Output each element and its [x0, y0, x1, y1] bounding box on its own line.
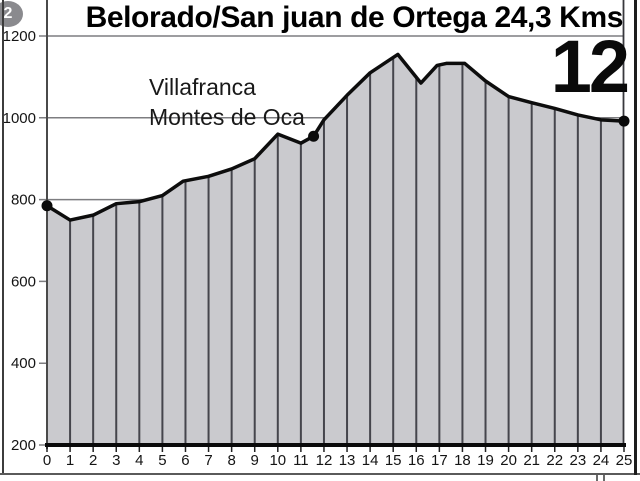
x-tick-label-1: 1 [66, 452, 74, 469]
x-tick-label-10: 10 [269, 452, 286, 469]
marker-dot-1 [308, 130, 320, 142]
x-tick-label-5: 5 [158, 452, 166, 469]
x-tick-label-4: 4 [135, 452, 143, 469]
x-tick-label-3: 3 [112, 452, 120, 469]
x-tick-label-17: 17 [431, 452, 448, 469]
marker-dot-0 [41, 200, 53, 212]
page-number-badge-label: 2 [3, 5, 13, 22]
stage-number: 12 [550, 25, 630, 108]
page-number-badge: 2 [0, 1, 23, 27]
annotation-villafranca: Villafranca Montes de Oca [149, 72, 305, 132]
annotation-line-2: Montes de Oca [149, 104, 305, 130]
x-tick-label-24: 24 [593, 452, 610, 469]
crop-mark-left [596, 475, 598, 481]
x-tick-label-2: 2 [89, 452, 97, 469]
annotation-line-1: Villafranca [149, 74, 256, 100]
crop-mark-right [603, 475, 605, 481]
x-tick-label-7: 7 [204, 452, 212, 469]
y-tick-label-1000: 1000 [3, 110, 36, 127]
x-tick-label-9: 9 [251, 452, 259, 469]
y-tick-label-400: 400 [11, 355, 36, 372]
x-tick-label-11: 11 [293, 452, 309, 469]
y-tick-label-1200: 1200 [3, 28, 36, 45]
y-tick-label-800: 800 [11, 192, 36, 209]
page-bottom-border [0, 473, 640, 475]
x-tick-label-25: 25 [616, 452, 633, 469]
x-tick-label-6: 6 [181, 452, 189, 469]
x-tick-label-22: 22 [546, 452, 563, 469]
x-tick-label-0: 0 [43, 452, 51, 469]
x-tick-label-20: 20 [500, 452, 517, 469]
page-left-border [2, 0, 4, 475]
elevation-line [45, 52, 626, 222]
x-tick-label-16: 16 [408, 452, 425, 469]
page-right-edge [634, 0, 637, 475]
marker-dot-2 [618, 115, 630, 127]
chart-title: Belorado/San juan de Ortega 24,3 Kms [85, 1, 624, 34]
x-tick-label-15: 15 [385, 452, 402, 469]
x-tick-label-8: 8 [227, 452, 235, 469]
y-tick-label-200: 200 [11, 437, 36, 454]
elevation-area [47, 54, 624, 445]
y-tick-label-600: 600 [11, 273, 36, 290]
x-tick-label-14: 14 [362, 452, 379, 469]
x-tick-label-13: 13 [339, 452, 356, 469]
x-tick-label-12: 12 [316, 452, 333, 469]
x-tick-label-23: 23 [569, 452, 586, 469]
x-tick-label-21: 21 [523, 452, 540, 469]
x-tick-label-19: 19 [477, 452, 494, 469]
x-tick-label-18: 18 [454, 452, 471, 469]
